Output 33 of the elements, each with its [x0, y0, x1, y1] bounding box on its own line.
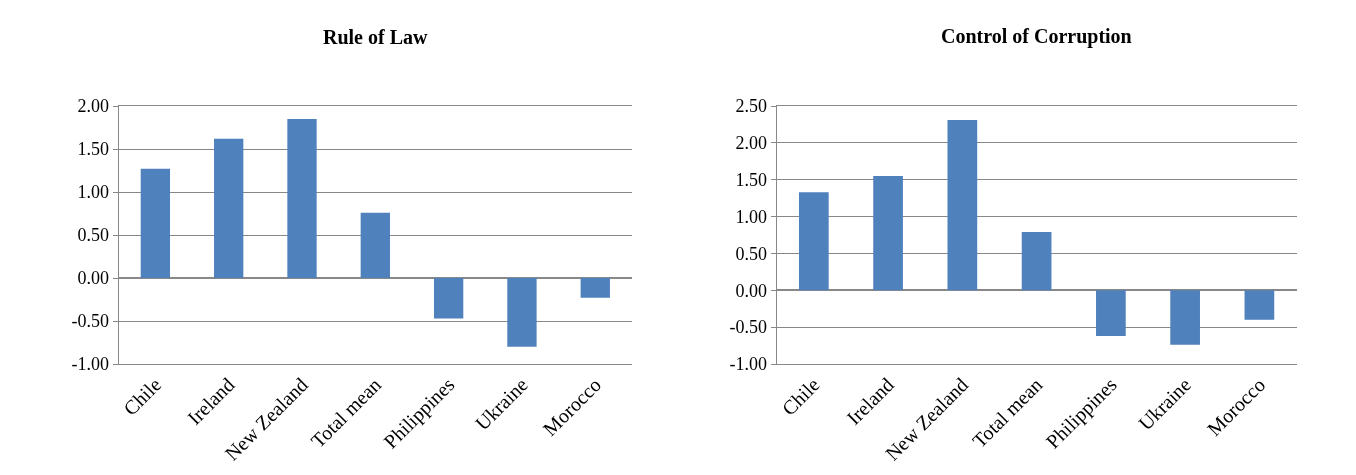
y-tick-label: -1.00 — [71, 354, 110, 375]
y-tick-label: -0.50 — [71, 311, 110, 332]
bar — [1244, 290, 1275, 320]
bar — [360, 212, 390, 278]
bar — [214, 138, 244, 278]
bar — [1021, 232, 1052, 291]
y-tick-label: 0.00 — [77, 268, 110, 289]
y-tick-label: 2.00 — [735, 133, 768, 154]
x-tick-label: Chile — [777, 373, 824, 420]
bar — [580, 278, 610, 298]
bar — [287, 118, 317, 278]
y-tick-label: 1.50 — [735, 170, 768, 191]
y-tick-label: 0.50 — [77, 225, 110, 246]
y-tick-label: 1.00 — [735, 206, 768, 227]
y-tick-label: 2.50 — [735, 96, 768, 117]
y-tick-label: 1.00 — [77, 182, 110, 203]
bar — [1170, 290, 1200, 345]
chart-title: Rule of Law — [323, 26, 428, 48]
y-tick-label: 1.50 — [77, 139, 110, 160]
bar — [507, 278, 537, 347]
bar — [873, 176, 903, 291]
bar — [140, 168, 171, 278]
bar — [433, 278, 464, 319]
y-tick-label: 0.50 — [735, 243, 768, 264]
y-tick-label: -1.00 — [729, 354, 768, 375]
y-tick-label: 0.00 — [735, 280, 768, 301]
bar — [1096, 290, 1126, 336]
y-tick-label: -0.50 — [729, 317, 768, 338]
bar — [947, 120, 978, 291]
x-tick-label: Chile — [119, 373, 166, 420]
chart-title: Control of Corruption — [941, 25, 1132, 48]
bar — [798, 192, 829, 291]
y-tick-label: 2.00 — [77, 96, 110, 117]
